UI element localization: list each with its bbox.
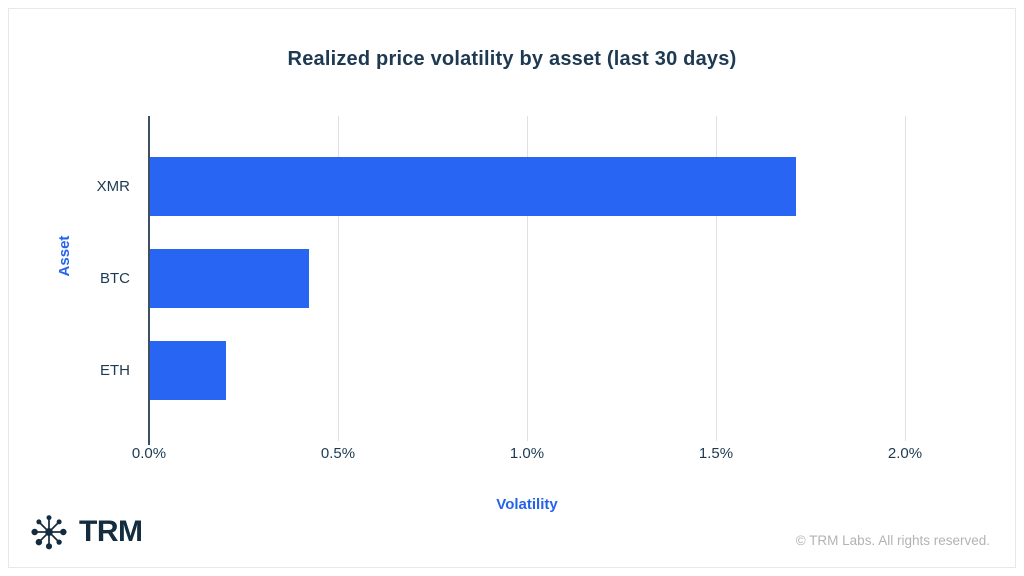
x-tick-0.5%: 0.5%	[320, 445, 356, 462]
trm-network-icon	[31, 515, 67, 550]
trm-logo: TRM	[28, 510, 143, 554]
gridline-0.5%	[338, 116, 339, 441]
category-label-eth: ETH	[100, 362, 130, 379]
gridline-1.0%	[527, 116, 528, 441]
x-tick-2.0%: 2.0%	[887, 445, 923, 462]
x-tick-1.0%: 1.0%	[509, 445, 545, 462]
gridline-2.0%	[905, 116, 906, 441]
copyright-text: © TRM Labs. All rights reserved.	[795, 533, 990, 548]
bar-eth	[150, 341, 226, 400]
y-axis-category-labels: XMR BTC ETH	[0, 116, 130, 437]
plot-area	[148, 116, 906, 445]
chart-title: Realized price volatility by asset (last…	[287, 48, 737, 70]
x-tick-1.5%: 1.5%	[698, 445, 734, 462]
gridline-1.5%	[716, 116, 717, 441]
bar-xmr	[150, 157, 797, 216]
brand-name: TRM	[79, 515, 143, 548]
bar-btc	[150, 249, 309, 308]
x-axis-tick-labels: 0.0% 0.5% 1.0% 1.5% 2.0%	[132, 445, 922, 465]
category-label-btc: BTC	[100, 270, 130, 287]
y-axis-line	[148, 116, 150, 445]
category-label-xmr: XMR	[96, 178, 130, 195]
x-tick-0.0%: 0.0%	[131, 445, 167, 462]
x-axis-title: Volatility	[496, 496, 558, 513]
